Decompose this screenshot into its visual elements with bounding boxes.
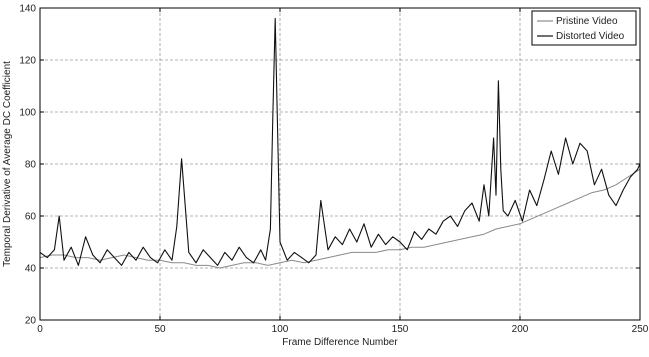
y-tick-label: 20 [25,316,37,327]
grid-lines [40,8,640,320]
x-axis-title: Frame Difference Number [282,337,398,348]
x-tick-label: 50 [154,324,166,335]
y-tick-label: 100 [19,108,36,119]
y-tick-label: 80 [25,160,37,171]
x-tick-label: 100 [272,324,289,335]
y-tick-label: 40 [25,264,37,275]
x-tick-label: 0 [37,324,43,335]
y-tick-label: 140 [19,4,36,15]
series-line-pristine [39,168,641,269]
x-tick-label: 200 [512,324,529,335]
y-axis-title: Temporal Derivative of Average DC Coeffi… [2,61,13,267]
legend-label-pristine: Pristine Video [556,16,618,27]
x-tick-label: 250 [632,324,649,335]
series-layer [39,17,641,269]
legend: Pristine Video Distorted Video [531,10,637,46]
y-tick-label: 60 [25,212,37,223]
legend-label-distorted: Distorted Video [556,31,625,42]
x-tick-label: 150 [392,324,409,335]
series-line-distorted [39,17,641,266]
axis-ticks: 0 50 100 150 200 250 20 40 60 80 100 120 140 [19,4,648,336]
legend-box [531,10,637,46]
y-tick-label: 120 [19,56,36,67]
